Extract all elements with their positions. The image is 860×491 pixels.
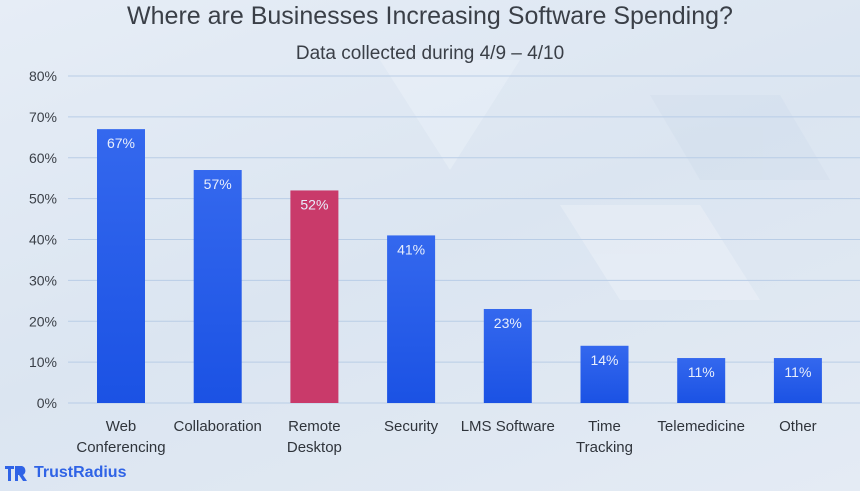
y-tick-label: 70% [29, 109, 57, 125]
data-label: 41% [397, 241, 425, 257]
logo-text: TrustRadius [34, 464, 127, 481]
data-label: 52% [300, 196, 328, 212]
x-tick-label: Other [779, 418, 817, 435]
y-tick-label: 80% [29, 68, 57, 84]
chart-title: Where are Businesses Increasing Software… [127, 2, 733, 30]
y-tick-label: 40% [29, 232, 57, 248]
x-tick-label: Time [588, 418, 621, 435]
x-tick-label: Conferencing [76, 439, 165, 456]
bar [773, 358, 822, 403]
data-label: 57% [204, 176, 232, 192]
trustradius-logo-icon [5, 466, 27, 481]
bar [483, 308, 532, 403]
x-tick-label: Telemedicine [657, 418, 745, 435]
data-label: 23% [494, 315, 522, 331]
bar [290, 190, 339, 403]
y-tick-label: 60% [29, 150, 57, 166]
trustradius-logo: TrustRadius [4, 463, 126, 483]
x-tick-label: Web [106, 418, 137, 435]
bar [193, 170, 242, 403]
bar [677, 358, 726, 403]
x-tick-label: Security [384, 418, 439, 435]
chart-subtitle: Data collected during 4/9 – 4/10 [296, 43, 564, 64]
x-tick-label: Desktop [287, 439, 342, 456]
bar [387, 235, 436, 403]
y-tick-label: 30% [29, 272, 57, 288]
data-label: 14% [590, 352, 618, 368]
y-tick-label: 50% [29, 191, 57, 207]
y-tick-label: 20% [29, 313, 57, 329]
x-tick-label: Remote [288, 418, 341, 435]
x-tick-label: LMS Software [461, 418, 555, 435]
bar [580, 345, 629, 403]
data-label: 11% [688, 364, 715, 380]
y-tick-label: 0% [37, 395, 57, 411]
x-tick-label: Tracking [576, 439, 633, 456]
background-shapes [380, 60, 830, 300]
x-tick-label: Collaboration [174, 418, 262, 435]
bar [97, 129, 145, 403]
data-label: 67% [107, 135, 135, 151]
y-tick-label: 10% [29, 354, 57, 370]
data-label: 11% [784, 364, 811, 380]
